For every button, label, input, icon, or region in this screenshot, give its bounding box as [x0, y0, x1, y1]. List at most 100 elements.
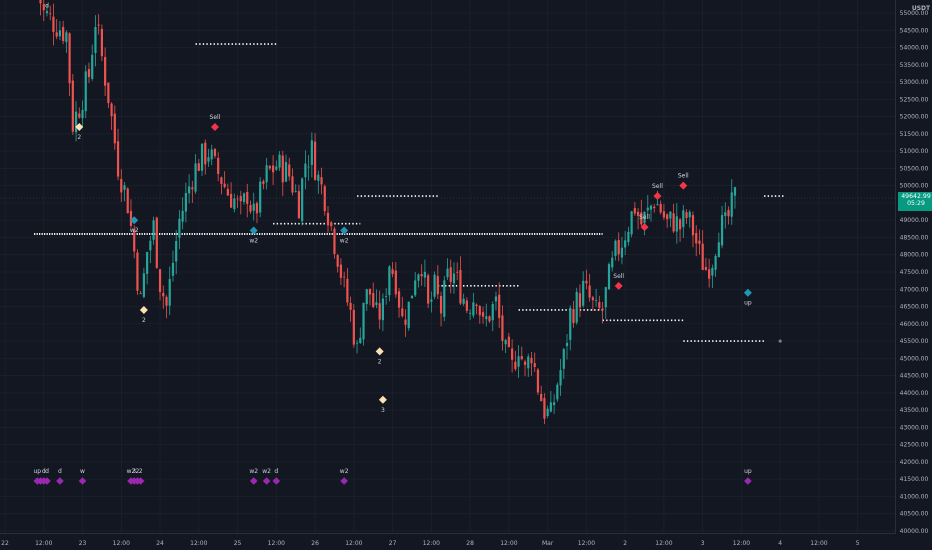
candle	[607, 262, 611, 290]
candle-body	[391, 269, 394, 274]
candle	[242, 192, 246, 205]
candle-body	[288, 164, 291, 177]
signal-buy_blue: up	[743, 288, 752, 307]
candle-body	[585, 280, 588, 284]
candle	[310, 132, 313, 178]
y-tick-label: 49000.00	[900, 217, 929, 224]
candle	[39, 0, 42, 16]
candle-body	[210, 149, 213, 160]
candle	[594, 288, 598, 307]
candle-body	[136, 252, 139, 291]
candle-body	[672, 213, 675, 232]
y-tick-label: 47000.00	[900, 286, 929, 293]
candle-body	[553, 402, 556, 406]
candles	[39, 0, 737, 425]
candle	[301, 177, 304, 226]
x-tick-label: 22	[1, 540, 9, 547]
candle	[210, 144, 213, 166]
buy_yellow-diamond	[75, 122, 84, 131]
marker-label: up	[33, 468, 41, 475]
candle	[191, 180, 194, 203]
x-tick-label: 12:00	[578, 540, 595, 547]
candle	[646, 195, 649, 216]
candle	[129, 199, 133, 228]
signal-label: w2	[249, 238, 258, 245]
candle	[465, 297, 468, 314]
candle	[433, 271, 436, 300]
candle-body	[246, 191, 249, 204]
candle	[439, 291, 443, 327]
candle-body	[149, 240, 152, 251]
candle-body	[146, 251, 149, 274]
marker-diamond	[340, 477, 348, 485]
candle-body	[152, 220, 155, 240]
candle-body	[624, 240, 627, 248]
candle-body	[94, 27, 97, 54]
candle-body	[336, 255, 339, 267]
candle	[662, 204, 666, 221]
candle-body	[711, 267, 714, 276]
candle	[691, 211, 695, 248]
candle	[404, 309, 407, 337]
time-scale-background[interactable]	[0, 534, 896, 550]
candle	[514, 350, 517, 371]
price-scale-background[interactable]	[896, 0, 932, 550]
candle	[359, 327, 362, 344]
candle-body	[333, 228, 336, 254]
candle	[323, 184, 326, 216]
x-tick-label: 12:00	[345, 540, 362, 547]
candle	[520, 346, 523, 361]
candle	[491, 301, 494, 332]
candle-body	[640, 212, 643, 225]
y-tick-label: 47500.00	[900, 269, 929, 276]
candle-body	[42, 3, 45, 11]
candle-body	[45, 11, 49, 14]
candle	[659, 200, 662, 215]
candle	[449, 259, 452, 294]
candle	[91, 44, 94, 81]
candle	[420, 264, 423, 286]
candle	[553, 394, 556, 414]
sell-label: Sell	[678, 173, 689, 180]
candle-body	[265, 165, 268, 183]
candle-body	[255, 203, 259, 214]
y-tick-label: 43000.00	[900, 424, 929, 431]
candle	[575, 287, 578, 325]
candle-body	[633, 208, 636, 214]
candle	[407, 301, 410, 331]
candle-body	[691, 215, 695, 236]
candle-body	[362, 302, 365, 340]
candle-body	[200, 143, 204, 171]
bottom-marker: d	[56, 468, 64, 485]
y-tick-label: 54000.00	[900, 45, 929, 52]
signal-markers: Sell Sell Sell Sell Sell 2 2 2 3 d w2 w2 w2 up	[45, 3, 782, 414]
candle	[394, 262, 397, 298]
candle-body	[459, 269, 462, 304]
candle	[381, 293, 385, 332]
candle-body	[572, 309, 575, 324]
signal-sell: Sell	[652, 183, 663, 201]
x-tick-label: 12:00	[810, 540, 827, 547]
candle	[107, 82, 110, 109]
candle-body	[620, 247, 624, 258]
candle-body	[636, 211, 640, 216]
candle	[678, 217, 682, 243]
candle	[582, 271, 585, 308]
marker-label: d	[274, 468, 278, 475]
candle-body	[443, 280, 446, 317]
candle	[146, 251, 149, 285]
candle	[533, 352, 536, 372]
candle-body	[129, 210, 133, 226]
y-tick-label: 45500.00	[900, 338, 929, 345]
signal-label: w2	[340, 238, 349, 245]
candle-body	[556, 384, 559, 400]
candle-body	[252, 203, 255, 211]
candle-body	[394, 270, 397, 295]
candle	[669, 211, 672, 227]
candle	[543, 393, 546, 425]
candle-body	[643, 211, 646, 224]
candle	[194, 154, 197, 194]
candle	[388, 265, 391, 302]
candle	[462, 293, 465, 306]
